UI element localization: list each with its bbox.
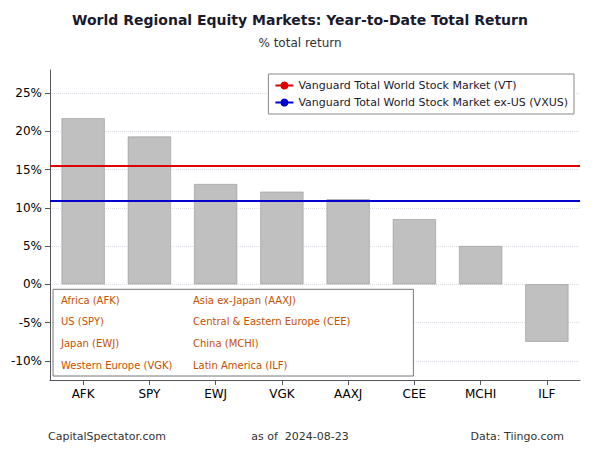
svg-text:-10%: -10% — [11, 354, 42, 368]
svg-text:10%: 10% — [15, 201, 42, 215]
svg-text:AFK: AFK — [72, 387, 96, 401]
svg-text:ILF: ILF — [538, 387, 555, 401]
svg-text:Data: Tiingo.com: Data: Tiingo.com — [471, 430, 564, 443]
svg-text:Vanguard Total World Stock Mar: Vanguard Total World Stock Market (VT) — [298, 79, 516, 92]
svg-text:Africa (AFK): Africa (AFK) — [61, 295, 120, 306]
svg-text:Western Europe (VGK): Western Europe (VGK) — [61, 360, 173, 371]
svg-text:US (SPY): US (SPY) — [61, 316, 104, 327]
svg-text:% total return: % total return — [258, 36, 341, 50]
svg-text:World Regional Equity Markets:: World Regional Equity Markets: Year-to-D… — [72, 12, 528, 28]
svg-text:0%: 0% — [23, 277, 42, 291]
svg-text:VGK: VGK — [269, 387, 296, 401]
svg-text:China (MCHI): China (MCHI) — [193, 338, 259, 349]
svg-text:Vanguard Total World Stock Mar: Vanguard Total World Stock Market ex-US … — [298, 96, 568, 109]
svg-text:AAXJ: AAXJ — [334, 387, 363, 401]
svg-text:MCHI: MCHI — [465, 387, 496, 401]
svg-text:as of 2024-08-23: as of 2024-08-23 — [251, 430, 349, 443]
svg-text:15%: 15% — [15, 163, 42, 177]
svg-text:Japan (EWJ): Japan (EWJ) — [60, 338, 119, 349]
svg-text:Latin America (ILF): Latin America (ILF) — [193, 360, 288, 371]
svg-text:Asia ex-Japan (AAXJ): Asia ex-Japan (AAXJ) — [193, 295, 296, 306]
svg-text:Central & Eastern Europe (CEE): Central & Eastern Europe (CEE) — [193, 316, 351, 327]
svg-text:CEE: CEE — [403, 387, 427, 401]
svg-text:20%: 20% — [15, 124, 42, 138]
svg-text:SPY: SPY — [138, 387, 161, 401]
svg-text:EWJ: EWJ — [204, 387, 227, 401]
svg-text:-5%: -5% — [19, 316, 42, 330]
svg-text:25%: 25% — [15, 86, 42, 100]
svg-text:5%: 5% — [23, 239, 42, 253]
svg-text:CapitalSpectator.com: CapitalSpectator.com — [48, 430, 166, 443]
